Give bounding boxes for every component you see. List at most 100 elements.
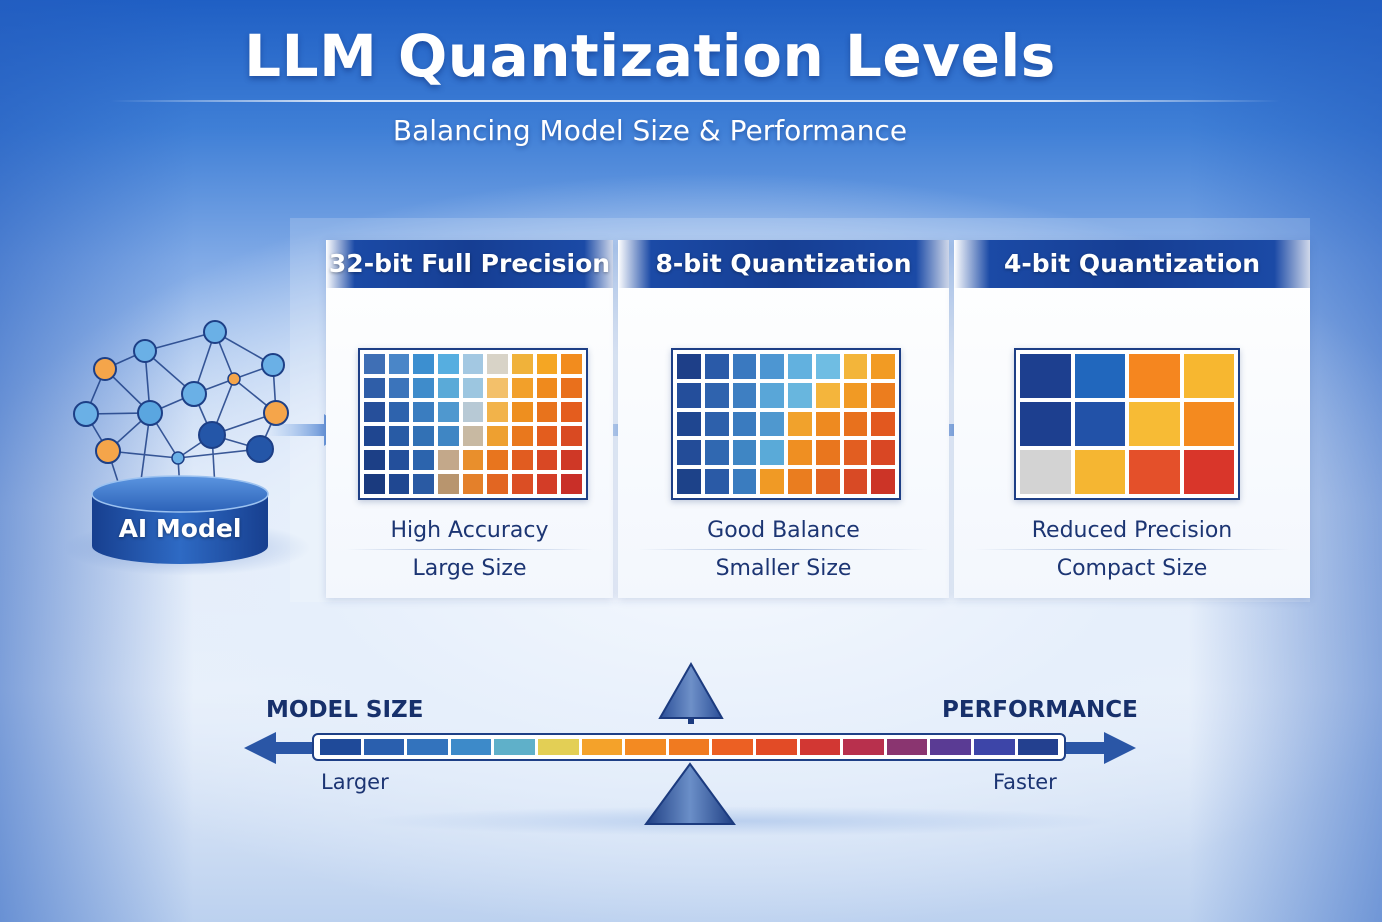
- panel-32bit-line2: Large Size: [412, 556, 527, 581]
- grid-cell: [871, 469, 895, 494]
- grid-cell: [388, 474, 410, 494]
- grid-cell: [704, 469, 729, 494]
- grid-cell: [561, 378, 582, 398]
- grid-cell: [732, 382, 757, 408]
- grid-cell: [1074, 402, 1125, 446]
- grid-cell: [561, 474, 582, 494]
- model-size-label: MODEL SIZE: [266, 697, 424, 723]
- grid-cell: [1074, 354, 1125, 398]
- grid-cell: [487, 426, 508, 446]
- grid-cell: [511, 426, 533, 446]
- bar-segment: [886, 739, 928, 755]
- bar-segment: [1017, 739, 1059, 755]
- bar-segment: [494, 739, 535, 755]
- grid-cell: [788, 411, 812, 437]
- bar-segment: [668, 739, 710, 755]
- grid-cell: [788, 382, 812, 408]
- model-platform: [91, 475, 269, 564]
- grid-cell: [843, 411, 868, 437]
- grid-cell: [364, 450, 385, 470]
- panel-4bit-grid-frame: [1014, 348, 1240, 500]
- grid-cell: [388, 426, 410, 446]
- grid-cell: [487, 474, 508, 494]
- page-subtitle: Balancing Model Size & Performance: [392, 114, 908, 147]
- grid-cell: [364, 474, 385, 494]
- grid-cell: [871, 382, 895, 408]
- balance-pointer-icon: [658, 662, 724, 724]
- bar-segments: [320, 739, 1059, 755]
- bar-segment: [320, 739, 361, 755]
- bar-segment: [712, 739, 753, 755]
- precision-grid-8bit: [677, 354, 895, 494]
- grid-cell: [760, 440, 784, 466]
- panel-8bit-line1: Good Balance: [707, 518, 860, 543]
- grid-cell: [462, 474, 484, 494]
- grid-cell: [364, 402, 385, 422]
- grid-cell: [561, 450, 582, 470]
- panel-4bit: 4-bit Quantization Reduced Precision Com…: [954, 240, 1310, 598]
- grid-cell: [413, 450, 434, 470]
- grid-cell: [413, 402, 434, 422]
- grid-cell: [732, 440, 757, 466]
- grid-cell: [462, 450, 484, 470]
- grid-cell: [732, 354, 757, 379]
- grid-cell: [413, 474, 434, 494]
- grid-cell: [364, 354, 385, 374]
- grid-cell: [677, 382, 701, 408]
- grid-cell: [437, 378, 459, 398]
- grid-cell: [413, 354, 434, 374]
- grid-cell: [536, 426, 558, 446]
- grid-cell: [1129, 450, 1180, 494]
- grid-cell: [462, 378, 484, 398]
- grid-cell: [388, 378, 410, 398]
- grid-cell: [760, 354, 784, 379]
- grid-cell: [871, 354, 895, 379]
- grid-cell: [871, 440, 895, 466]
- grid-cell: [1129, 402, 1180, 446]
- grid-cell: [788, 440, 812, 466]
- grid-cell: [364, 378, 385, 398]
- grid-cell: [437, 402, 459, 422]
- panel-32bit: 32-bit Full Precision High Accuracy Larg…: [326, 240, 613, 598]
- grid-cell: [760, 382, 784, 408]
- panel-32bit-line1: High Accuracy: [390, 518, 549, 543]
- grid-cell: [413, 378, 434, 398]
- grid-cell: [536, 378, 558, 398]
- grid-cell: [462, 354, 484, 374]
- panel-4bit-line1: Reduced Precision: [1031, 518, 1233, 543]
- grid-cell: [462, 402, 484, 422]
- grid-cell: [815, 354, 840, 379]
- performance-label: PERFORMANCE: [942, 697, 1138, 723]
- grid-cell: [815, 440, 840, 466]
- grid-cell: [1020, 402, 1071, 446]
- grid-cell: [388, 450, 410, 470]
- grid-cell: [437, 450, 459, 470]
- grid-cell: [732, 411, 757, 437]
- grid-cell: [871, 411, 895, 437]
- grid-cell: [511, 378, 533, 398]
- grid-cell: [561, 354, 582, 374]
- grid-cell: [677, 440, 701, 466]
- grid-cell: [815, 469, 840, 494]
- grid-cell: [704, 354, 729, 379]
- grid-cell: [732, 469, 757, 494]
- grid-cell: [413, 426, 434, 446]
- panel-8bit-divider: [638, 549, 929, 550]
- grid-cell: [677, 411, 701, 437]
- larger-label: Larger: [321, 770, 389, 794]
- grid-cell: [1183, 354, 1234, 398]
- grid-cell: [487, 450, 508, 470]
- panel-8bit-grid-frame: [671, 348, 901, 500]
- grid-cell: [815, 411, 840, 437]
- grid-cell: [843, 354, 868, 379]
- grid-cell: [704, 382, 729, 408]
- precision-grid-32bit: [364, 354, 582, 494]
- panel-4bit-title: 4-bit Quantization: [954, 240, 1310, 288]
- panel-32bit-title: 32-bit Full Precision: [326, 240, 613, 288]
- grid-cell: [511, 402, 533, 422]
- bar-segment: [450, 739, 492, 755]
- grid-cell: [1020, 450, 1071, 494]
- grid-cell: [561, 426, 582, 446]
- grid-cell: [1183, 450, 1234, 494]
- title-divider: [110, 100, 1280, 102]
